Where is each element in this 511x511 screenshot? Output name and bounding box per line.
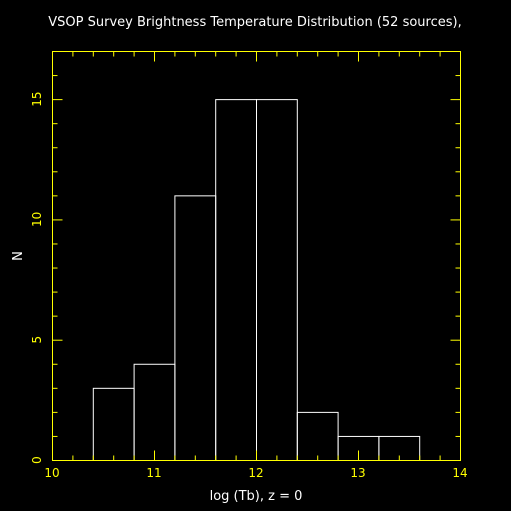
y-axis-label: N [11,251,26,261]
y-tick-label-5: 5 [30,336,44,344]
bars-layer [92,99,421,461]
tick-labels-layer: 10 11 12 13 14 0 5 10 15 [30,91,468,480]
histogram-bar-5 [256,99,298,461]
histogram-bar-2 [133,363,176,461]
x-axis-label: log (Tb), z = 0 [210,489,303,504]
histogram-bar-3 [174,195,217,461]
x-tick-label-13: 13 [350,466,365,480]
histogram-bar-6 [296,411,339,461]
chart-title: VSOP Survey Brightness Temperature Distr… [48,15,461,30]
x-tick-label-14: 14 [452,466,467,480]
x-tick-label-12: 12 [248,466,263,480]
x-tick-label-11: 11 [146,466,161,480]
histogram-bar-1 [92,387,135,461]
histogram-bar-4 [215,99,257,461]
y-tick-label-15: 15 [30,91,44,106]
ticks-layer [52,51,461,461]
x-tick-label-10: 10 [44,466,59,480]
y-tick-label-10: 10 [30,212,44,227]
y-tick-label-0: 0 [30,456,44,464]
